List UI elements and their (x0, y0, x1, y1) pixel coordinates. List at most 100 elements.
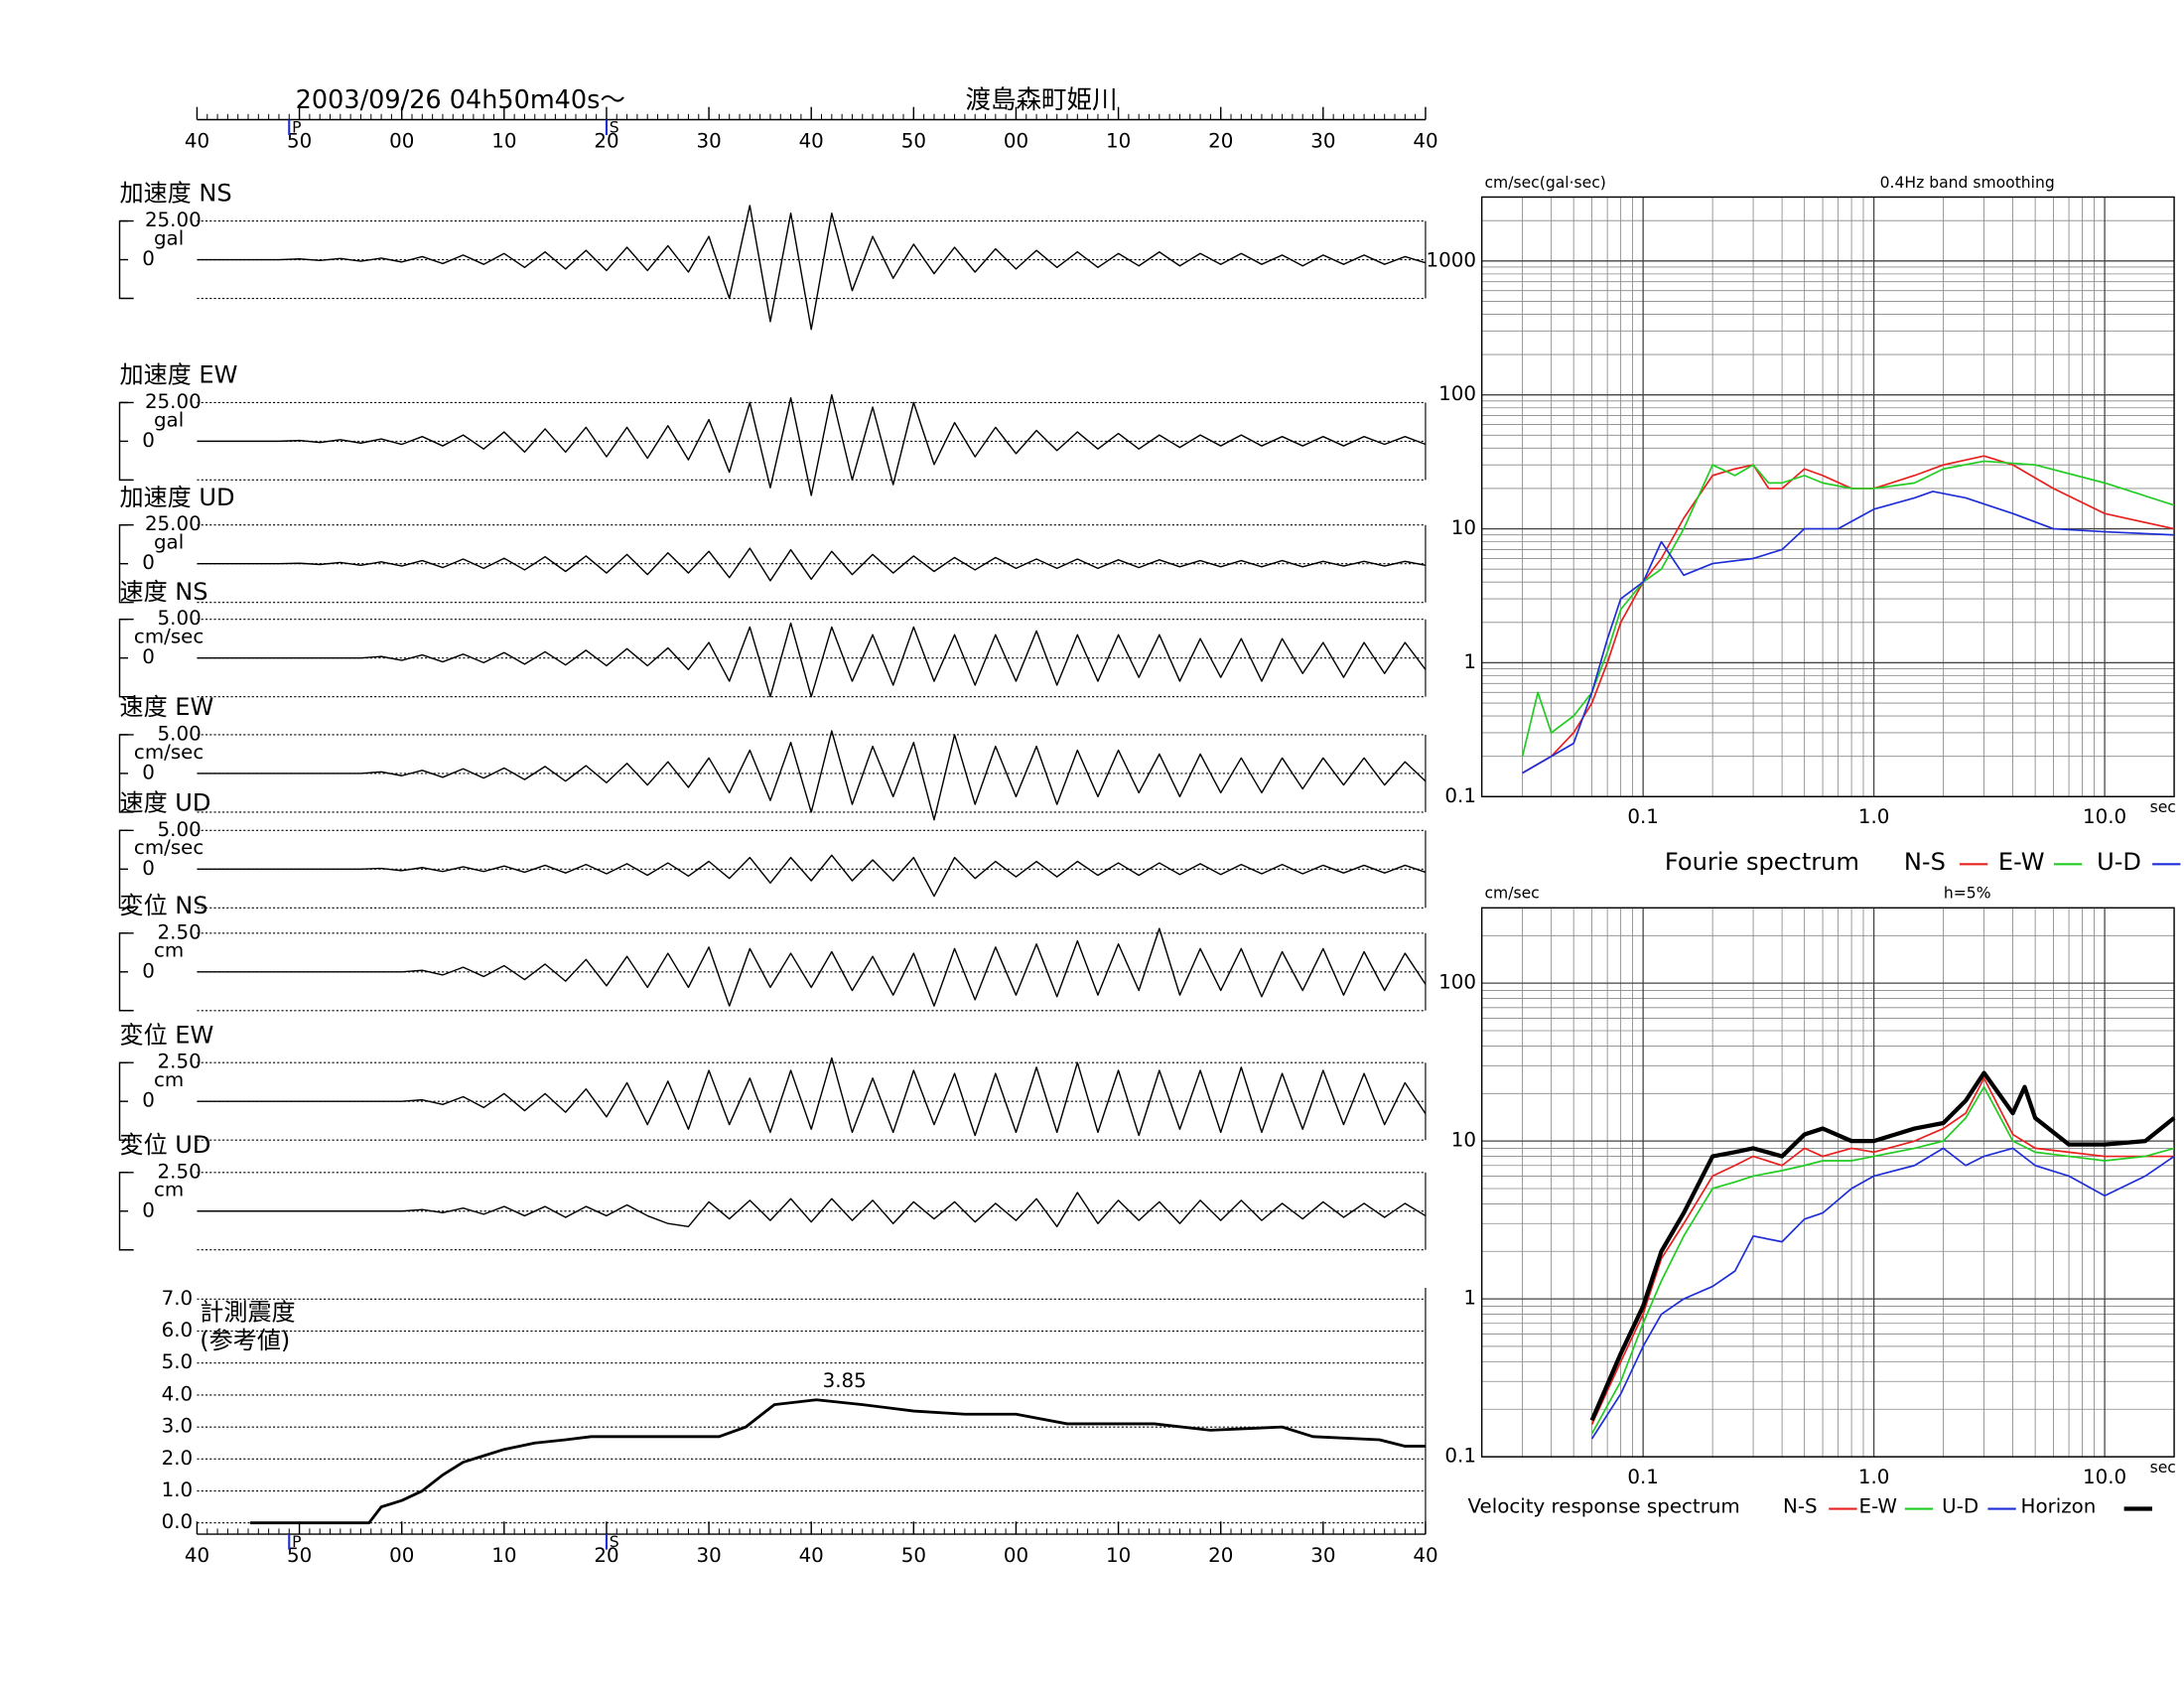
y-tick-label: 0 (142, 429, 155, 452)
waveform (197, 205, 1427, 331)
x-tick-label: 1.0 (1858, 805, 1890, 828)
unit-label: cm/sec (134, 836, 204, 859)
legend-title: Fourie spectrum (1665, 848, 1859, 876)
x-unit-label: sec (2150, 1459, 2176, 1477)
time-tick-label: 10 (491, 130, 516, 153)
waveform (197, 927, 1427, 1007)
trace-title: 加速度 NS (119, 180, 231, 208)
y-tick-label: 100 (1438, 382, 1476, 405)
y-tick-label: 1000 (1427, 248, 1476, 271)
y-tick-label: 0.1 (1444, 784, 1476, 807)
spectrum-line (1590, 1085, 2175, 1435)
waveform (197, 622, 1427, 698)
y-tick-label: 5.00 (158, 722, 202, 745)
time-tick-label: 50 (287, 1544, 312, 1567)
trace-title: 速度 UD (119, 788, 210, 816)
record-date: 2003/09/26 04h50m40s〜 (296, 85, 625, 115)
y-tick-label: 10 (1451, 1129, 1476, 1152)
y-tick-label: 5.00 (158, 818, 202, 841)
y-tick-label: 1 (1463, 650, 1476, 673)
y-tick-label: 4.0 (162, 1382, 194, 1405)
time-tick-label: 00 (1004, 1544, 1028, 1567)
legend-label: N-S (1783, 1495, 1818, 1518)
time-tick-label: 20 (594, 1544, 618, 1567)
y-tick-label: 2.50 (158, 920, 202, 943)
legend-label: Horizon (2021, 1495, 2097, 1518)
time-tick-label: 10 (491, 1544, 516, 1567)
waveform (197, 1056, 1427, 1137)
trace-title: 速度 EW (119, 693, 213, 721)
legend-label: E-W (1859, 1495, 1897, 1518)
unit-label: gal (154, 226, 184, 249)
intensity-line (250, 1398, 1426, 1525)
y-axis-label: cm/sec (1484, 885, 1539, 903)
y-tick-label: 25.00 (145, 512, 202, 535)
waveform (197, 854, 1427, 898)
y-tick-label: 25.00 (145, 209, 202, 231)
trace-title: 変位 UD (119, 1131, 210, 1159)
trace-title: 加速度 EW (119, 360, 237, 388)
spectrum-note: h=5% (1944, 885, 1991, 903)
phase-label: S (610, 1533, 619, 1551)
time-tick-label: 00 (389, 1544, 414, 1567)
y-tick-label: 2.50 (158, 1051, 202, 1073)
time-tick-label: 40 (799, 1544, 824, 1567)
time-tick-label: 40 (799, 130, 824, 153)
y-tick-label: 10 (1451, 516, 1476, 539)
intensity-title: 計測震度 (200, 1299, 295, 1327)
time-tick-label: 50 (901, 1544, 926, 1567)
time-tick-label: 40 (1413, 1544, 1437, 1567)
spectrum-line (1589, 1070, 2176, 1422)
y-tick-label: 7.0 (162, 1287, 194, 1310)
y-tick-label: 0 (142, 645, 155, 668)
station-name: 渡島森町姫川 (965, 85, 1117, 115)
y-tick-label: 0 (142, 247, 155, 270)
plot-frame (1480, 907, 2175, 1458)
unit-label: gal (154, 408, 184, 431)
y-tick-label: 2.0 (162, 1447, 194, 1470)
time-tick-label: 20 (1208, 130, 1233, 153)
y-tick-label: 0 (142, 761, 155, 783)
time-tick-label: 10 (1106, 130, 1131, 153)
y-tick-label: 0 (142, 1089, 155, 1112)
x-tick-label: 10.0 (2083, 1466, 2126, 1488)
y-tick-label: 0 (142, 551, 155, 574)
waveform (197, 547, 1427, 582)
unit-label: cm (154, 939, 184, 962)
y-tick-label: 1.0 (162, 1478, 194, 1501)
y-tick-label: 1 (1463, 1287, 1476, 1310)
time-tick-label: 50 (287, 130, 312, 153)
plot-frame (1480, 196, 2175, 798)
time-tick-label: 40 (185, 130, 209, 153)
spectrum-line (1522, 455, 2175, 774)
phase-label: P (292, 1533, 301, 1551)
trace-title: 加速度 UD (119, 484, 234, 511)
waveform (197, 730, 1427, 821)
time-tick-label: 30 (696, 1544, 721, 1567)
y-tick-label: 6.0 (162, 1319, 194, 1341)
trace-title: 変位 EW (119, 1021, 213, 1049)
spectrum-line (1590, 1147, 2175, 1440)
spectrum-line (1590, 1077, 2175, 1426)
unit-label: cm (154, 1179, 184, 1201)
peak-label: 3.85 (823, 1369, 867, 1392)
trace-title: 速度 NS (119, 578, 207, 606)
y-tick-label: 0.0 (162, 1510, 194, 1533)
y-tick-label: 100 (1438, 971, 1476, 994)
waveform (197, 393, 1427, 496)
legend-title: Velocity response spectrum (1467, 1495, 1739, 1518)
legend-label: E-W (1998, 848, 2045, 876)
y-tick-label: 0 (142, 857, 155, 880)
unit-label: cm/sec (134, 741, 204, 764)
unit-label: cm (154, 1068, 184, 1091)
y-tick-label: 2.50 (158, 1160, 202, 1183)
y-tick-label: 3.0 (162, 1415, 194, 1438)
legend-label: N-S (1904, 848, 1946, 876)
x-tick-label: 0.1 (1627, 1466, 1659, 1488)
time-tick-label: 30 (1310, 1544, 1335, 1567)
y-tick-label: 0 (142, 1198, 155, 1221)
time-tick-label: 30 (696, 130, 721, 153)
spectrum-line (1521, 460, 2175, 757)
legend-label: U-D (2097, 848, 2141, 876)
